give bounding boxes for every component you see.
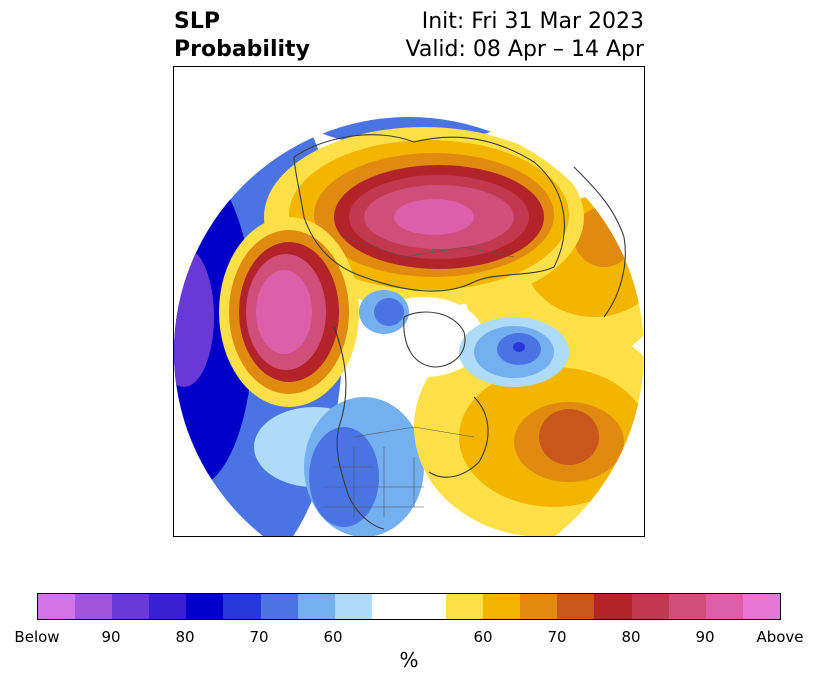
colorbar-tick-label: 70 (547, 628, 567, 646)
colorbar-segment (446, 594, 484, 619)
colorbar-segment (631, 594, 669, 619)
colorbar-segment (668, 594, 706, 619)
colorbar (37, 593, 781, 620)
colorbar-unit-label: % (399, 648, 419, 672)
colorbar-segment (149, 594, 187, 619)
colorbar-segment (742, 594, 780, 619)
colorbar-segment (371, 594, 447, 619)
country-borders (324, 236, 515, 517)
variable-label: SLP (174, 9, 220, 34)
colorbar-segment (75, 594, 113, 619)
title-right: Init: Fri 31 Mar 2023 Valid: 08 Apr – 14… (406, 8, 645, 64)
colorbar-segment (334, 594, 372, 619)
colorbar-segment (186, 594, 224, 619)
colorbar-segment (520, 594, 558, 619)
coastlines (293, 134, 626, 530)
colorbar-segment (705, 594, 743, 619)
colorbar-segment (223, 594, 261, 619)
init-date-label: Init: Fri 31 Mar 2023 (421, 9, 644, 34)
colorbar-tick-label: 70 (249, 628, 269, 646)
valid-range-label: Valid: 08 Apr – 14 Apr (405, 37, 645, 62)
colorbar-tick-label: Below (14, 628, 60, 646)
probability-field (174, 117, 644, 536)
title-left: SLP Probability (174, 8, 310, 64)
colorbar-tick-label: 80 (621, 628, 641, 646)
colorbar-tick-label: Above (756, 628, 804, 646)
colorbar-segment (483, 594, 521, 619)
colorbar-tick-label: 90 (695, 628, 715, 646)
colorbar-segment (112, 594, 150, 619)
colorbar-tick-label: 60 (473, 628, 493, 646)
colorbar-segment (557, 594, 595, 619)
colorbar-segment (38, 594, 76, 619)
colorbar-tick-label: 80 (175, 628, 195, 646)
map-panel (173, 66, 645, 537)
colorbar-segment (260, 594, 298, 619)
variable-sublabel: Probability (174, 37, 310, 62)
colorbar-tick-label: 90 (101, 628, 121, 646)
colorbar-segment (297, 594, 335, 619)
probability-map (174, 117, 644, 536)
colorbar-segment (594, 594, 632, 619)
colorbar-tick-label: 60 (323, 628, 343, 646)
